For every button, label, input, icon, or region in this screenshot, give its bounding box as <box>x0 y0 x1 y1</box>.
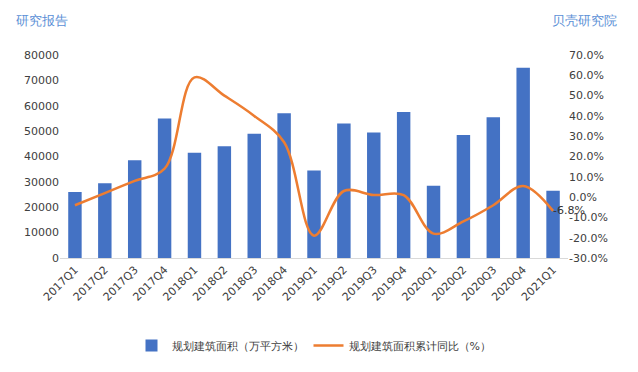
svg-text:-30.0%: -30.0% <box>569 252 608 265</box>
svg-text:贝壳研究院: 贝壳研究院 <box>552 13 617 28</box>
svg-text:2019Q3: 2019Q3 <box>340 264 380 304</box>
svg-text:40000: 40000 <box>24 150 59 163</box>
svg-text:2020Q2: 2020Q2 <box>429 264 469 304</box>
svg-text:70.0%: 70.0% <box>569 49 604 62</box>
svg-text:10.0%: 10.0% <box>569 171 604 184</box>
svg-text:0: 0 <box>52 252 59 265</box>
svg-text:2019Q1: 2019Q1 <box>280 264 320 304</box>
svg-text:2017Q1: 2017Q1 <box>41 264 81 304</box>
svg-text:-10.0%: -10.0% <box>569 211 608 224</box>
svg-text:20.0%: 20.0% <box>569 150 604 163</box>
svg-text:2019Q4: 2019Q4 <box>370 264 410 304</box>
svg-text:50.0%: 50.0% <box>569 89 604 102</box>
svg-text:-20.0%: -20.0% <box>569 232 608 245</box>
svg-text:60000: 60000 <box>24 100 59 113</box>
svg-text:2020Q1: 2020Q1 <box>399 264 439 304</box>
svg-text:2017Q3: 2017Q3 <box>101 264 141 304</box>
svg-text:30000: 30000 <box>24 176 59 189</box>
svg-text:20000: 20000 <box>24 201 59 214</box>
svg-text:60.0%: 60.0% <box>569 69 604 82</box>
svg-text:10000: 10000 <box>24 226 59 239</box>
svg-text:2017Q4: 2017Q4 <box>131 264 171 304</box>
svg-text:40.0%: 40.0% <box>569 110 604 123</box>
svg-text:50000: 50000 <box>24 125 59 138</box>
svg-text:2019Q2: 2019Q2 <box>310 264 350 304</box>
svg-text:2020Q3: 2020Q3 <box>459 264 499 304</box>
svg-text:2020Q4: 2020Q4 <box>489 264 529 304</box>
svg-text:80000: 80000 <box>24 49 59 62</box>
svg-text:30.0%: 30.0% <box>569 130 604 143</box>
svg-text:2017Q2: 2017Q2 <box>71 264 111 304</box>
svg-text:2018Q2: 2018Q2 <box>190 264 230 304</box>
svg-text:-6.8%: -6.8% <box>553 204 585 217</box>
svg-text:70000: 70000 <box>24 74 59 87</box>
svg-text:2018Q4: 2018Q4 <box>250 264 290 304</box>
svg-text:2018Q3: 2018Q3 <box>220 264 260 304</box>
svg-text:0.0%: 0.0% <box>569 191 597 204</box>
svg-text:规划建筑面积累计同比（%）: 规划建筑面积累计同比（%） <box>349 340 491 353</box>
svg-text:2018Q1: 2018Q1 <box>160 264 200 304</box>
svg-text:2021Q1: 2021Q1 <box>519 264 559 304</box>
svg-text:规划建筑面积（万平方米）: 规划建筑面积（万平方米） <box>172 340 304 353</box>
svg-text:研究报告: 研究报告 <box>16 13 68 28</box>
